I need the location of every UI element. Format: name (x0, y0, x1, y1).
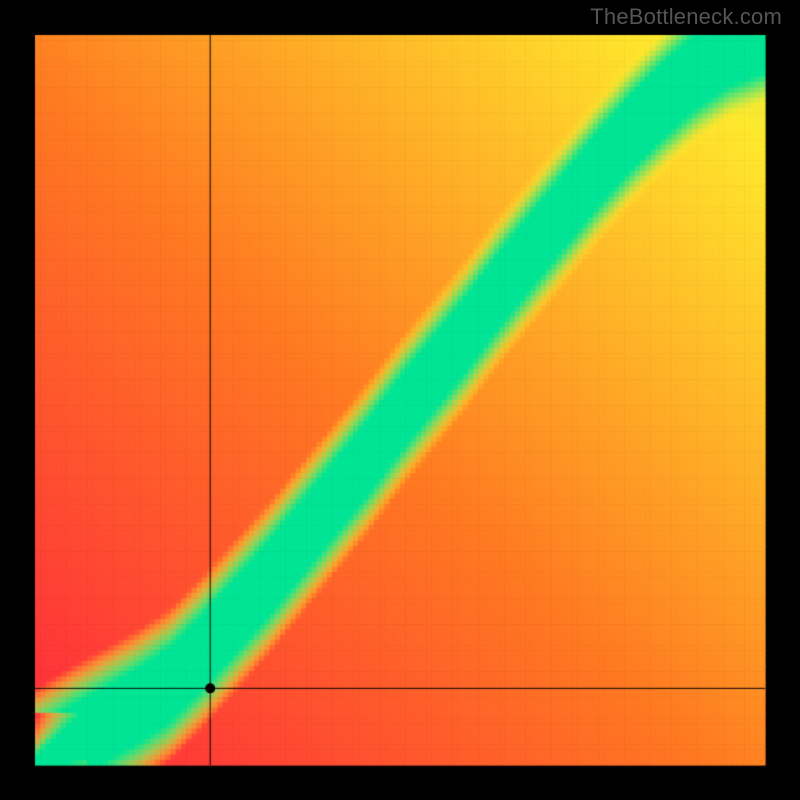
bottleneck-heatmap (0, 0, 800, 800)
watermark-text: TheBottleneck.com (590, 4, 782, 30)
chart-container: TheBottleneck.com (0, 0, 800, 800)
